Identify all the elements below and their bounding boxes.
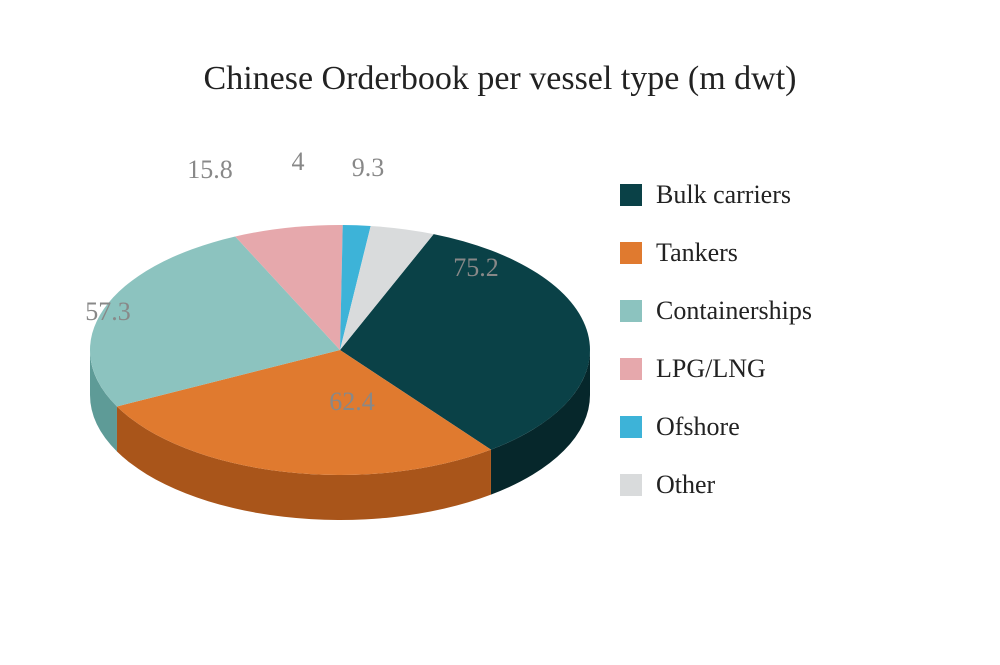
legend-item: Tankers [620,238,920,268]
legend-item: Bulk carriers [620,180,920,210]
legend-label: Ofshore [656,412,740,442]
legend-item: Other [620,470,920,500]
chart-container: Chinese Orderbook per vessel type (m dwt… [0,0,1000,665]
legend-swatch [620,358,642,380]
legend-label: Tankers [656,238,738,268]
legend-label: Other [656,470,715,500]
legend: Bulk carriers Tankers Containerships LPG/LN… [620,180,920,528]
legend-swatch [620,474,642,496]
pie-top [90,225,590,475]
legend-swatch [620,300,642,322]
legend-item: Containerships [620,296,920,326]
legend-label: Containerships [656,296,812,326]
legend-swatch [620,242,642,264]
pie-plot-area: 75.2 62.4 57.3 15.8 4 9.3 [40,140,600,560]
data-label: 9.3 [352,153,385,183]
data-label: 4 [292,147,305,177]
legend-label: LPG/LNG [656,354,766,384]
data-label: 57.3 [85,297,131,327]
pie-svg [40,140,600,560]
data-label: 62.4 [329,387,375,417]
legend-item: Ofshore [620,412,920,442]
legend-item: LPG/LNG [620,354,920,384]
legend-swatch [620,184,642,206]
chart-title: Chinese Orderbook per vessel type (m dwt… [0,60,1000,98]
data-label: 75.2 [453,253,499,283]
legend-label: Bulk carriers [656,180,791,210]
data-label: 15.8 [187,155,233,185]
legend-swatch [620,416,642,438]
